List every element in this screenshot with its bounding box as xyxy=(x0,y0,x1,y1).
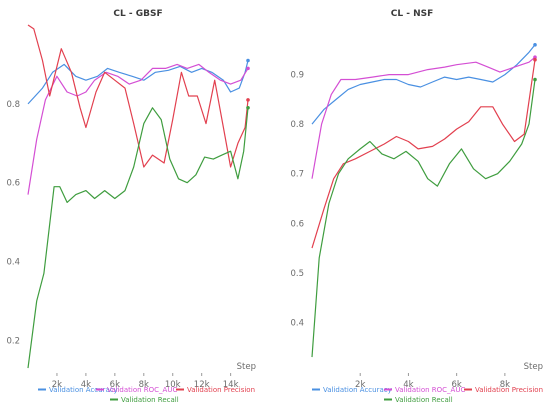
series-end-point xyxy=(246,98,250,102)
x-tick-label: 8k xyxy=(139,380,149,390)
x-tick-label: 8k xyxy=(500,380,510,390)
y-tick-label: 0.4 xyxy=(290,318,304,328)
x-tick-label: 2k xyxy=(355,380,365,390)
legend-label: Validation Precision xyxy=(187,386,255,394)
y-tick-label: 0.6 xyxy=(6,179,20,189)
legend-item[interactable]: Validation ROC_AUC xyxy=(384,386,465,394)
chart-panel-1: CL - GBSF 0.2 0.4 0.6 0.8 2k 4k 6k 8k 10k 12k 14k St… xyxy=(6,9,256,404)
legend-item[interactable]: Validation Recall xyxy=(384,396,453,404)
chart-panel-2: CL - NSF 0.4 0.5 0.6 0.7 0.8 0.9 2k 4k 6k 8k Step Va… xyxy=(290,9,543,404)
legend-label: Validation ROC_AUC xyxy=(395,386,465,394)
series-end-point xyxy=(533,43,537,47)
legend-item[interactable]: Validation Precision xyxy=(176,386,255,394)
y-tick-label: 0.6 xyxy=(290,219,304,229)
legend-item[interactable]: Validation ROC_AUC xyxy=(96,386,177,394)
series-line-validation-roc-auc xyxy=(27,63,249,195)
legend-label: Validation Accuracy xyxy=(49,386,118,394)
legend-item[interactable]: Validation Accuracy xyxy=(312,386,392,394)
y-tick-label: 0.5 xyxy=(290,269,304,279)
series-line-validation-accuracy xyxy=(311,44,536,125)
y-tick-label: 0.8 xyxy=(290,120,304,130)
legend-label: Validation Recall xyxy=(121,396,179,404)
legend-item[interactable]: Validation Accuracy xyxy=(38,386,118,394)
y-tick-label: 0.7 xyxy=(290,170,304,180)
x-axis-label: Step xyxy=(524,362,543,372)
legend-label: Validation Accuracy xyxy=(323,386,392,394)
series-end-point xyxy=(533,55,537,60)
x-tick-label: 14k xyxy=(223,380,239,390)
series-line-validation-precision xyxy=(27,24,249,168)
legend-label: Validation ROC_AUC xyxy=(107,386,177,394)
chart-title: CL - NSF xyxy=(391,9,434,19)
series-end-point xyxy=(533,57,537,62)
series-end-point xyxy=(246,106,250,110)
legend-label: Validation Recall xyxy=(395,396,453,404)
x-tick-label: 4k xyxy=(81,380,91,390)
chart-title: CL - GBSF xyxy=(113,9,162,19)
y-tick-label: 0.8 xyxy=(6,100,20,110)
series-line-validation-precision xyxy=(311,59,536,249)
x-axis-label: Step xyxy=(237,362,256,372)
x-tick-label: 2k xyxy=(52,380,62,390)
series-end-point xyxy=(246,58,250,63)
series-end-point xyxy=(533,77,537,82)
series-line-validation-recall xyxy=(311,79,536,358)
x-tick-label: 6k xyxy=(451,380,461,390)
y-tick-label: 0.4 xyxy=(6,258,20,268)
x-tick-label: 10k xyxy=(165,380,181,390)
x-tick-label: 6k xyxy=(110,380,120,390)
x-tick-label: 4k xyxy=(403,380,413,390)
legend-item[interactable]: Validation Precision xyxy=(464,386,543,394)
series-line-validation-recall xyxy=(27,107,249,369)
x-tick-label: 12k xyxy=(194,380,210,390)
y-tick-label: 0.2 xyxy=(6,336,20,346)
y-tick-label: 0.9 xyxy=(290,71,304,81)
legend-item[interactable]: Validation Recall xyxy=(110,396,179,404)
series-line-validation-roc-auc xyxy=(311,56,536,179)
legend-label: Validation Precision xyxy=(475,386,543,394)
series-end-point xyxy=(246,66,250,71)
